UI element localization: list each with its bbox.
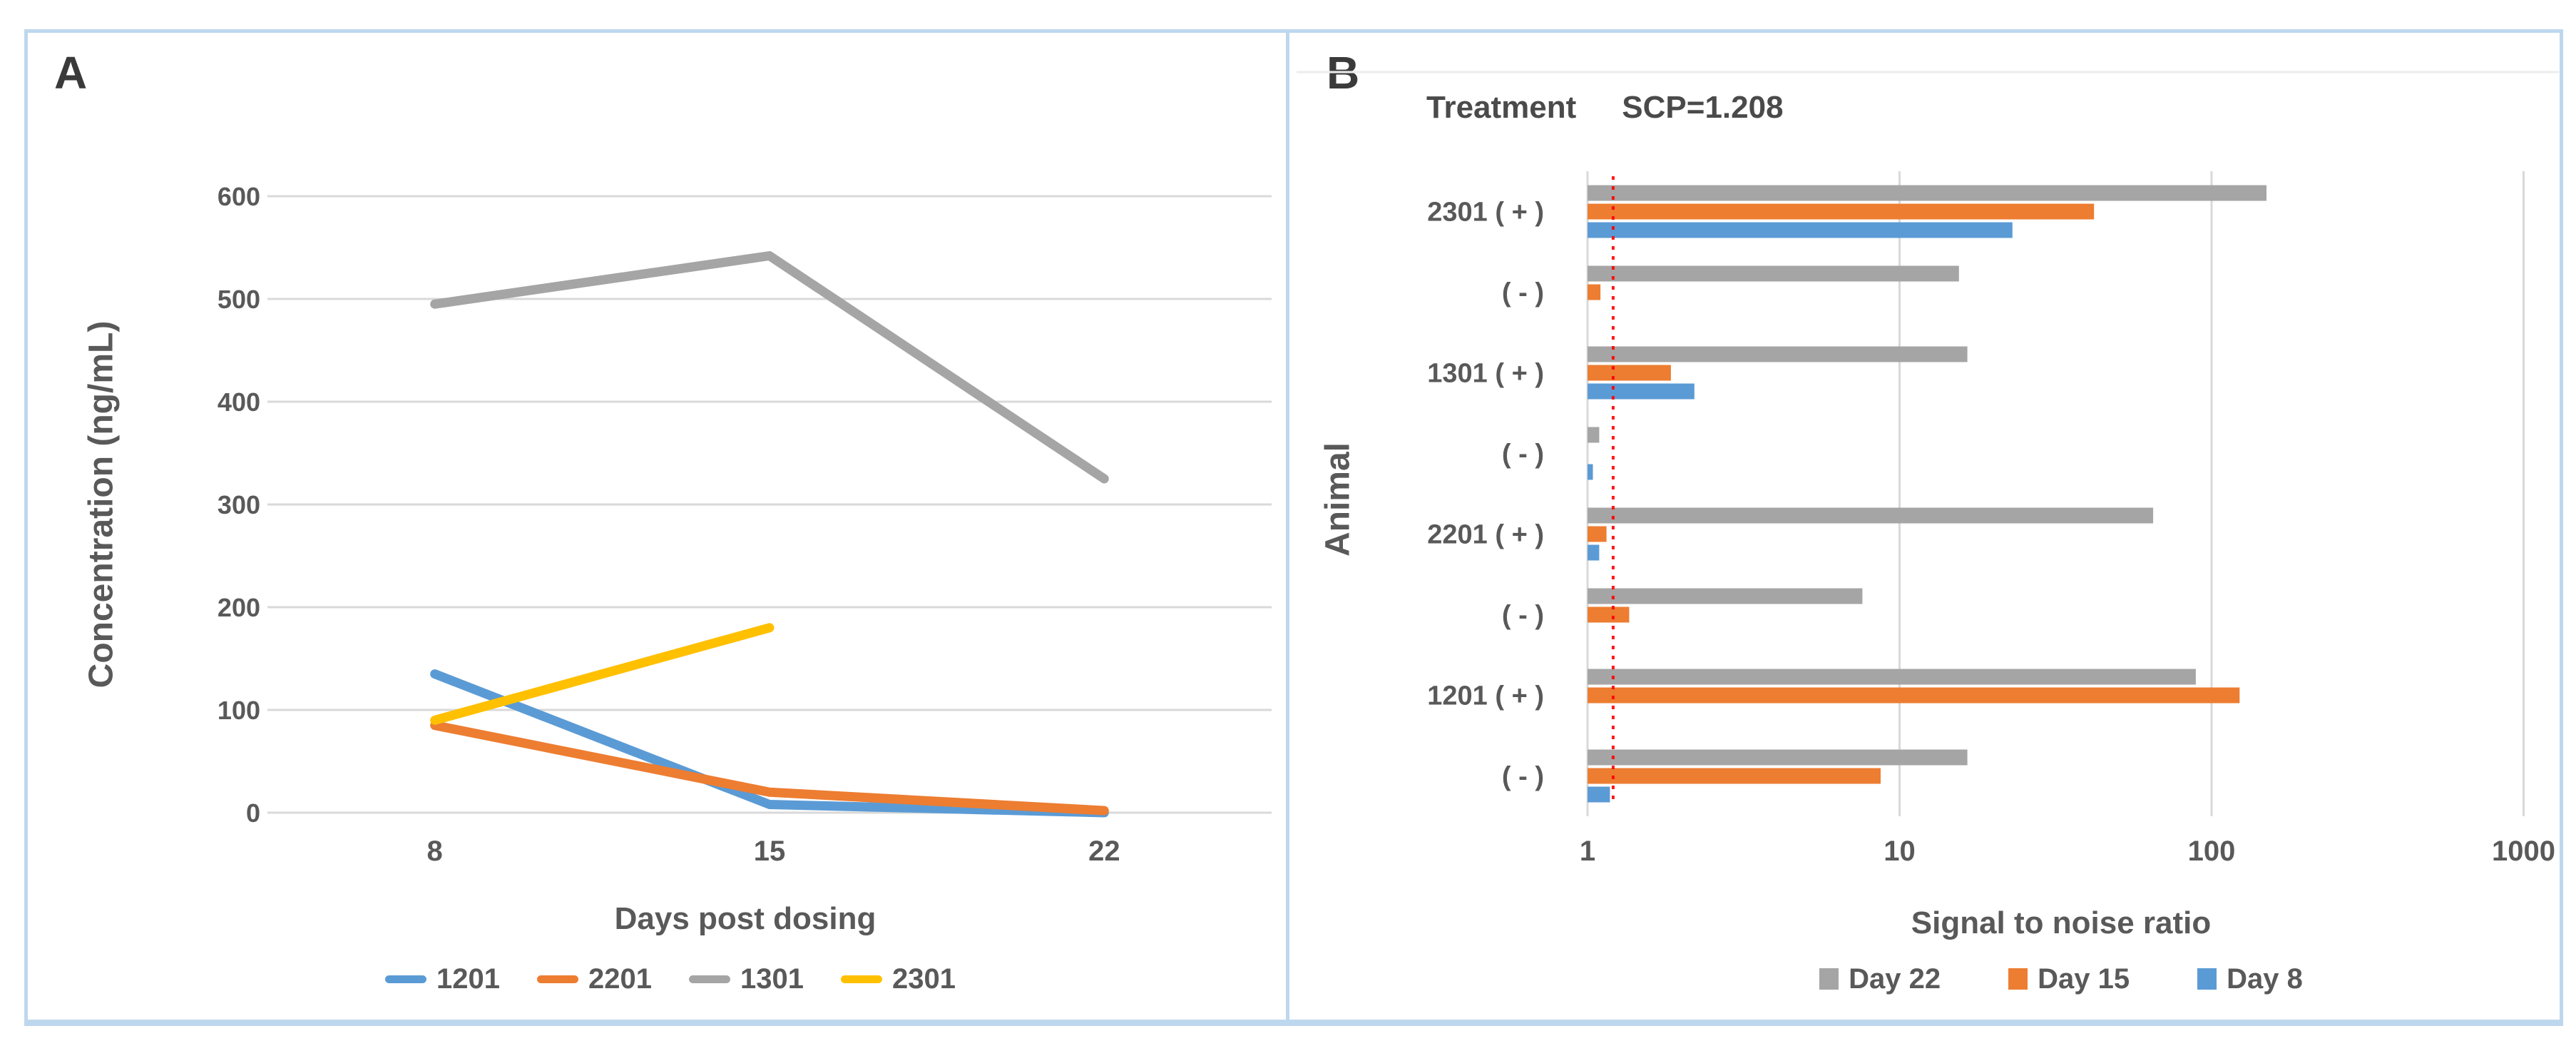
- bar-day-22-cat3: [1588, 427, 1600, 443]
- y-tick-label-600: 600: [218, 182, 260, 211]
- series-line-1301: [430, 251, 1109, 484]
- signal-noise-bar-chart: 1 10 100 1000 2301 ( + ) ( - ) 1301 ( + ) ( - )…: [1297, 71, 2559, 867]
- category-label-7: ( - ): [1502, 762, 1544, 792]
- x-axis-title-a: Days post dosing: [614, 901, 876, 936]
- legend-swatch-day-8: [2197, 968, 2217, 990]
- y-axis-title-a: Concentration (ng/mL): [82, 320, 121, 689]
- legend-swatch-1301: [689, 975, 730, 983]
- x-tick-label-1: 1: [1580, 836, 1595, 867]
- legend-label: 1301: [740, 963, 804, 995]
- legend-swatch-2201: [537, 975, 579, 983]
- treatment-title: Treatment: [1426, 90, 1577, 125]
- legend-item-1301: 1301: [689, 963, 804, 995]
- bar-day-22-cat0: [1588, 185, 2266, 201]
- bar-day-15-cat7: [1588, 768, 1881, 784]
- panel-divider: [1286, 29, 1289, 1026]
- bar-day-8-cat4: [1588, 544, 1600, 561]
- legend-item-day-22: Day 22: [1819, 963, 1941, 995]
- x-tick-label-10: 10: [1884, 836, 1916, 867]
- legend-item-1201: 1201: [385, 963, 500, 995]
- bar-day-22-cat6: [1588, 669, 2196, 685]
- legend-label: Day 8: [2227, 963, 2303, 995]
- series-line-2201: [430, 721, 1109, 816]
- y-tick-label-200: 200: [218, 593, 260, 622]
- bar-day-15-cat0: [1588, 203, 2095, 220]
- legend-item-day-8: Day 8: [2197, 963, 2303, 995]
- bar-day-8-cat0: [1588, 222, 2013, 238]
- bar-day-15-cat4: [1588, 526, 1607, 542]
- bar-day-15-cat2: [1588, 365, 1671, 381]
- legend-item-2301: 2301: [840, 963, 956, 995]
- bar-day-22-cat4: [1588, 507, 2154, 524]
- bar-day-8-cat7: [1588, 786, 1610, 803]
- category-label-1: ( - ): [1502, 278, 1544, 308]
- x-tick-label-8: 8: [427, 836, 443, 867]
- category-label-6: 1201 ( + ): [1427, 681, 1544, 711]
- legend-swatch-1201: [385, 975, 427, 983]
- category-label-5: ( - ): [1502, 601, 1544, 631]
- legend-label: 2201: [588, 963, 652, 995]
- legend-a: 1201 2201 1301 2301: [43, 956, 1298, 1002]
- x-tick-label-22: 22: [1088, 836, 1120, 867]
- category-label-3: ( - ): [1502, 440, 1544, 469]
- bar-day-15-cat1: [1588, 284, 1601, 300]
- y-tick-label-300: 300: [218, 490, 260, 519]
- legend-swatch-day-22: [1819, 968, 1839, 990]
- y-tick-label-500: 500: [218, 285, 260, 314]
- series-line-2301: [430, 623, 775, 725]
- y-axis-title-b: Animal: [1319, 442, 1357, 557]
- legend-swatch-2301: [840, 975, 882, 983]
- category-label-0: 2301 ( + ): [1427, 198, 1544, 228]
- legend-b: Day 22 Day 15 Day 8: [1505, 956, 2576, 1002]
- concentration-line-chart: 0 100 200 300 400 500 600 8 15 22: [218, 182, 1272, 867]
- panel-a-label: A: [54, 47, 88, 98]
- x-axis-title-b: Signal to noise ratio: [1911, 905, 2212, 940]
- legend-item-day-15: Day 15: [2008, 963, 2130, 995]
- legend-item-2201: 2201: [537, 963, 652, 995]
- x-tick-label-100: 100: [2188, 836, 2236, 867]
- bar-day-15-cat6: [1588, 687, 2240, 704]
- bar-day-8-cat2: [1588, 383, 1695, 400]
- legend-label: 1201: [436, 963, 501, 995]
- category-label-2: 1301 ( + ): [1427, 359, 1544, 389]
- panel-b-title: Treatment SCP=1.208: [1426, 90, 1784, 126]
- x-tick-label-1000: 1000: [2492, 836, 2555, 867]
- y-tick-label-400: 400: [218, 387, 260, 417]
- bar-day-22-cat1: [1588, 265, 1959, 282]
- y-tick-label-100: 100: [218, 696, 260, 725]
- scp-value-label: SCP=1.208: [1622, 90, 1784, 125]
- y-tick-label-0: 0: [246, 798, 260, 828]
- category-label-4: 2201 ( + ): [1427, 520, 1544, 550]
- bar-day-22-cat7: [1588, 749, 1968, 766]
- legend-label: Day 22: [1849, 963, 1941, 995]
- legend-label: Day 15: [2038, 963, 2130, 995]
- x-tick-label-15: 15: [754, 836, 786, 867]
- bar-day-15-cat5: [1588, 606, 1630, 623]
- series-line-1201: [430, 669, 1109, 818]
- bar-day-8-cat3: [1588, 464, 1593, 480]
- legend-swatch-day-15: [2008, 968, 2028, 990]
- bar-day-22-cat2: [1588, 346, 1968, 362]
- bar-day-22-cat5: [1588, 588, 1863, 604]
- legend-label: 2301: [891, 963, 956, 995]
